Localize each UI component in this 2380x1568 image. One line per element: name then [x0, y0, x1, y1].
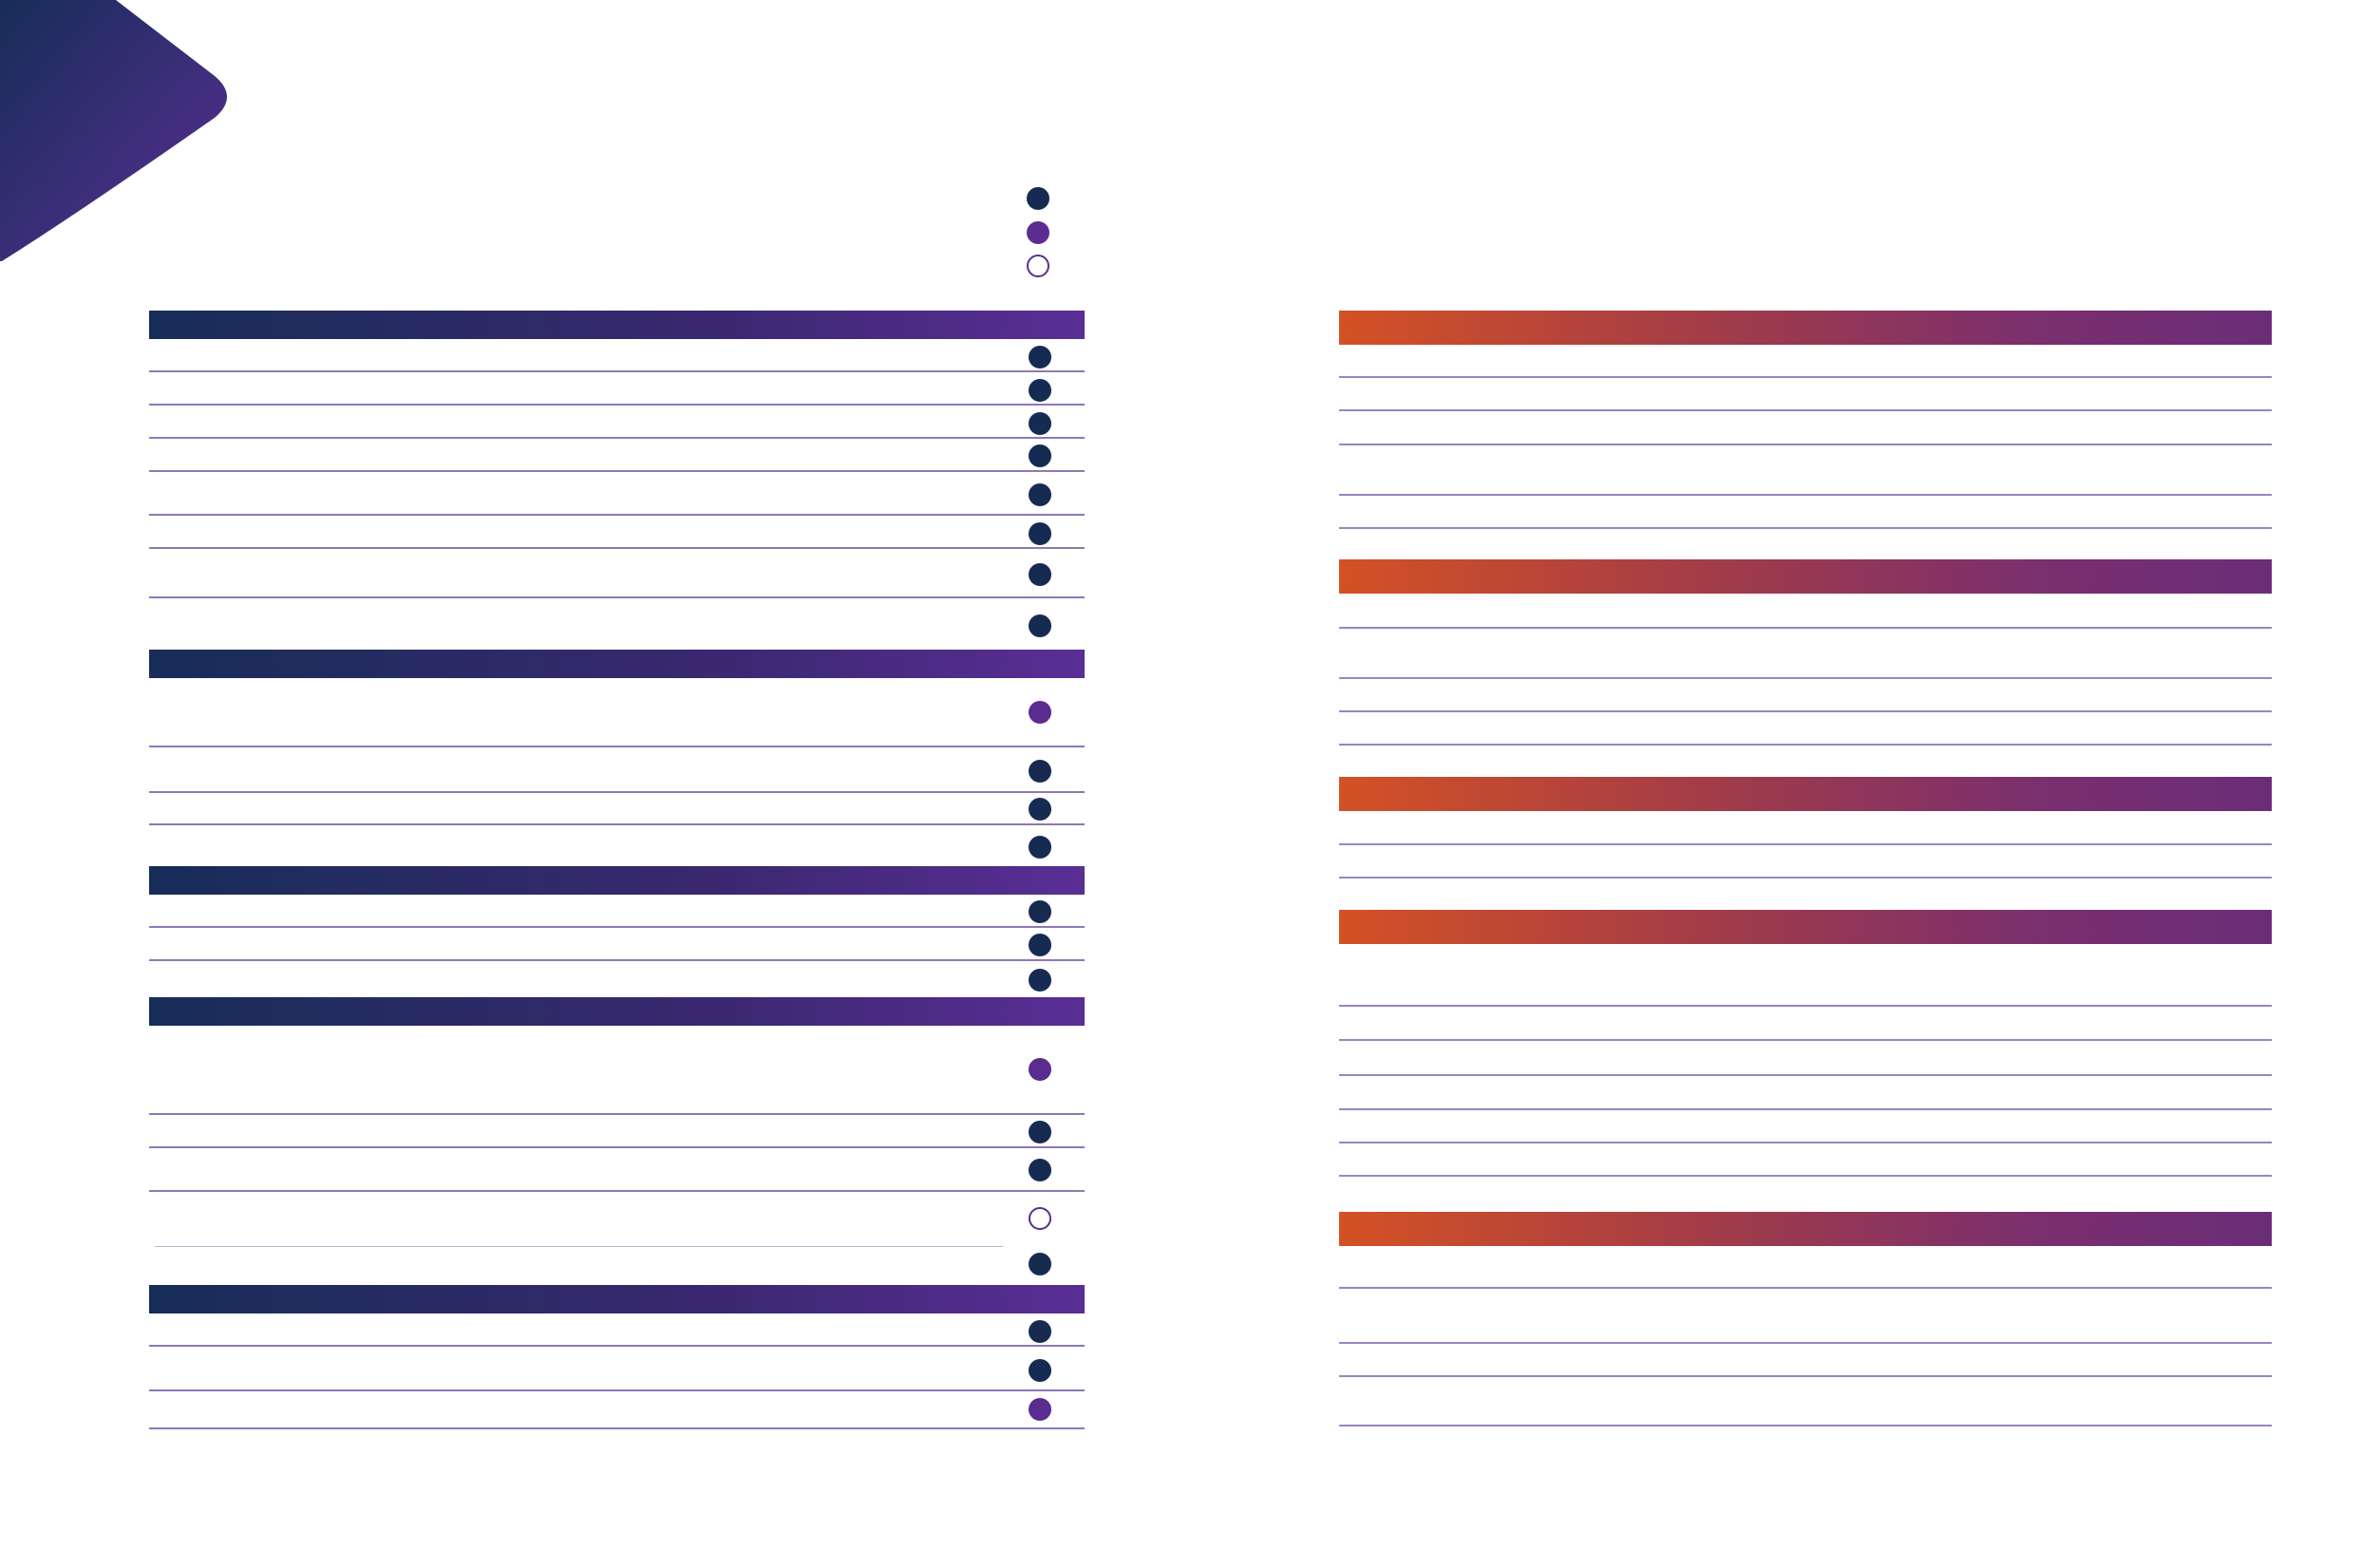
legend-none-icon [1027, 255, 1049, 277]
status-full-icon [1029, 444, 1051, 467]
row-divider [1339, 1074, 2272, 1076]
row-divider [1339, 1342, 2272, 1344]
row-divider [149, 437, 1085, 439]
status-full-icon [1029, 760, 1051, 783]
legend-full-icon [1027, 187, 1049, 210]
right-section-3-header [1339, 777, 2272, 811]
status-full-icon [1029, 522, 1051, 545]
row-divider [155, 1246, 1003, 1247]
row-divider [149, 959, 1085, 961]
row-divider [1339, 494, 2272, 496]
status-partial-icon [1029, 1058, 1051, 1081]
status-full-icon [1029, 1253, 1051, 1275]
row-divider [149, 470, 1085, 472]
row-divider [149, 547, 1085, 549]
row-divider [149, 1389, 1085, 1391]
row-divider [149, 791, 1085, 793]
row-divider [149, 1190, 1085, 1192]
corner-decoration [0, 0, 227, 261]
row-divider [149, 514, 1085, 516]
status-full-icon [1029, 934, 1051, 956]
row-divider [1339, 1175, 2272, 1177]
left-section-4-header [149, 997, 1085, 1026]
right-section-2-header [1339, 559, 2272, 594]
row-divider [149, 1113, 1085, 1115]
row-divider [1339, 444, 2272, 445]
right-section-1-header [1339, 311, 2272, 345]
status-full-icon [1029, 900, 1051, 923]
row-divider [149, 926, 1085, 928]
row-divider [149, 1345, 1085, 1347]
row-divider [1339, 843, 2272, 845]
status-full-icon [1029, 346, 1051, 368]
row-divider [1339, 1142, 2272, 1143]
status-full-icon [1029, 379, 1051, 402]
row-divider [1339, 527, 2272, 529]
status-full-icon [1029, 836, 1051, 859]
row-divider [149, 823, 1085, 825]
status-full-icon [1029, 483, 1051, 506]
legend-partial-icon [1027, 221, 1049, 244]
row-divider [1339, 1287, 2272, 1289]
row-divider [149, 596, 1085, 598]
status-full-icon [1029, 798, 1051, 821]
row-divider [1339, 409, 2272, 411]
row-divider [1339, 744, 2272, 746]
row-divider [1339, 1425, 2272, 1426]
status-full-icon [1029, 412, 1051, 435]
status-partial-icon [1029, 1398, 1051, 1421]
status-none-icon [1029, 1207, 1051, 1230]
row-divider [1339, 1039, 2272, 1041]
row-divider [149, 1427, 1085, 1429]
row-divider [149, 1146, 1085, 1148]
status-full-icon [1029, 1359, 1051, 1382]
row-divider [149, 370, 1085, 372]
status-full-icon [1029, 1121, 1051, 1143]
row-divider [149, 746, 1085, 747]
row-divider [1339, 677, 2272, 679]
status-full-icon [1029, 614, 1051, 637]
row-divider [149, 404, 1085, 406]
row-divider [1339, 1108, 2272, 1110]
status-full-icon [1029, 563, 1051, 586]
status-full-icon [1029, 1159, 1051, 1181]
row-divider [1339, 376, 2272, 378]
right-section-4-header [1339, 910, 2272, 944]
right-section-5-header [1339, 1212, 2272, 1246]
left-section-5-header [149, 1285, 1085, 1313]
status-partial-icon [1029, 701, 1051, 724]
left-section-2-header [149, 650, 1085, 678]
left-section-1-header [149, 311, 1085, 339]
row-divider [1339, 1375, 2272, 1377]
row-divider [1339, 877, 2272, 878]
status-full-icon [1029, 1320, 1051, 1343]
status-full-icon [1029, 969, 1051, 992]
left-section-3-header [149, 866, 1085, 895]
row-divider [1339, 627, 2272, 629]
row-divider [1339, 710, 2272, 712]
row-divider [1339, 1005, 2272, 1007]
